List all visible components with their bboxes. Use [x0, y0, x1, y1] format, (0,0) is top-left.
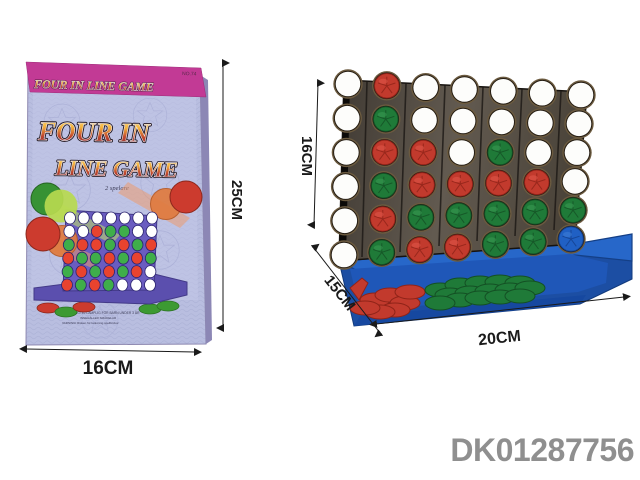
svg-text:VARNING! Risken för kvävning s: VARNING! Risken för kvävning spelbrickor [62, 321, 119, 325]
svg-text:20CM: 20CM [477, 328, 521, 349]
svg-text:NO.74: NO.74 [182, 71, 197, 78]
svg-text:25CM: 25CM [228, 180, 245, 220]
svg-text:INNEHÅLLER SMÅDELAR: INNEHÅLLER SMÅDELAR [80, 315, 117, 320]
svg-text:FOUR IN: FOUR IN [37, 116, 152, 148]
svg-text:16CM: 16CM [83, 358, 134, 379]
svg-text:LINE GAME: LINE GAME [54, 155, 178, 182]
svg-text:16CM: 16CM [298, 136, 315, 176]
svg-text:DK01287756: DK01287756 [450, 432, 634, 468]
